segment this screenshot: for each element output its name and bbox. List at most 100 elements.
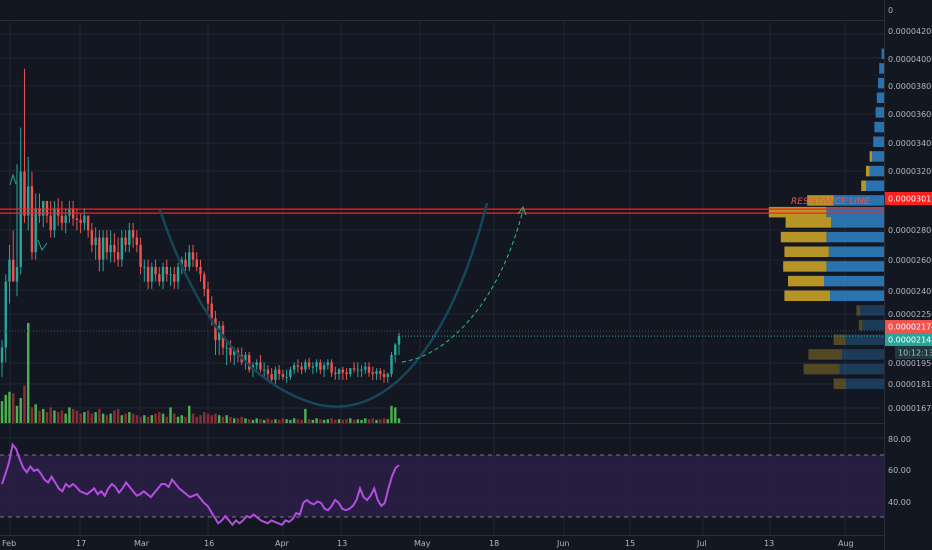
candle-body[interactable] — [139, 244, 142, 267]
candle-body[interactable] — [307, 362, 311, 367]
candle-body[interactable] — [322, 365, 326, 370]
candle-body[interactable] — [113, 244, 116, 253]
candle-body[interactable] — [98, 237, 101, 260]
candle-body[interactable] — [364, 366, 367, 370]
candle-body[interactable] — [349, 368, 352, 374]
candle-body[interactable] — [79, 220, 82, 223]
candle-body[interactable] — [83, 215, 86, 223]
candle-body[interactable] — [75, 218, 79, 220]
candle-body[interactable] — [8, 259, 11, 282]
candle-body[interactable] — [341, 369, 345, 373]
candle-body[interactable] — [109, 244, 112, 253]
candle-body[interactable] — [214, 318, 217, 341]
candle-body[interactable] — [225, 347, 228, 349]
candle-body[interactable] — [64, 215, 67, 223]
candle-body[interactable] — [296, 365, 300, 367]
candle-body[interactable] — [255, 362, 258, 366]
candle-body[interactable] — [49, 215, 52, 231]
candle-body[interactable] — [135, 237, 139, 245]
candle-body[interactable] — [131, 230, 135, 238]
candle-body[interactable] — [30, 186, 34, 253]
candle-body[interactable] — [4, 281, 7, 348]
time-axis[interactable]: Feb 17 Mar 16 Apr 13 May 18 Jun 15 Jul 1… — [0, 535, 884, 549]
candle-body[interactable] — [165, 266, 169, 275]
rsi-axis[interactable]: 80.00 60.00 40.00 — [888, 435, 911, 507]
candle-body[interactable] — [386, 374, 389, 377]
candle-body[interactable] — [244, 354, 247, 363]
candle-body[interactable] — [281, 374, 285, 377]
candle-body[interactable] — [330, 362, 333, 373]
candle-body[interactable] — [304, 362, 307, 370]
candle-body[interactable] — [86, 215, 90, 231]
candle-body[interactable] — [60, 215, 64, 223]
candle-body[interactable] — [334, 372, 337, 374]
candle-body[interactable] — [206, 288, 210, 304]
candle-body[interactable] — [169, 274, 172, 276]
candle-body[interactable] — [34, 208, 37, 253]
candle-body[interactable] — [247, 354, 251, 370]
candle-body[interactable] — [356, 369, 360, 371]
rsi-line[interactable] — [1, 442, 400, 527]
candle-body[interactable] — [382, 374, 386, 377]
candle-body[interactable] — [161, 266, 165, 282]
candle-body[interactable] — [154, 266, 157, 275]
candle-body[interactable] — [289, 369, 292, 377]
candle-body[interactable] — [195, 259, 198, 267]
candle-body[interactable] — [56, 208, 60, 216]
candle-body[interactable] — [337, 369, 341, 374]
candle-body[interactable] — [41, 200, 45, 216]
candle-body[interactable] — [38, 208, 41, 216]
candle-body[interactable] — [315, 362, 318, 367]
candle-body[interactable] — [143, 266, 146, 268]
candle-body[interactable] — [199, 266, 202, 275]
candle-body[interactable] — [319, 362, 322, 370]
candle-body[interactable] — [188, 252, 191, 267]
candle-body[interactable] — [124, 237, 127, 245]
candle-body[interactable] — [379, 371, 382, 374]
candle-body[interactable] — [326, 362, 330, 366]
candle-body[interactable] — [12, 259, 15, 282]
candle-body[interactable] — [367, 366, 371, 373]
candle-body[interactable] — [266, 369, 270, 374]
candle-body[interactable] — [53, 208, 56, 231]
candle-body[interactable] — [311, 366, 315, 368]
candle-body[interactable] — [259, 362, 262, 370]
candle-body[interactable] — [19, 171, 22, 267]
candle-body[interactable] — [176, 266, 180, 282]
candle-body[interactable] — [229, 347, 232, 355]
price-axis[interactable]: 0 0.00004200 0.00004000 0.00003800 0.000… — [884, 0, 932, 550]
candle-body[interactable] — [352, 368, 356, 370]
projection-arrow[interactable] — [401, 209, 524, 363]
candle-body[interactable] — [375, 371, 378, 374]
candle-body[interactable] — [158, 274, 161, 282]
candle-body[interactable] — [371, 372, 375, 374]
candle-body[interactable] — [210, 303, 213, 319]
candle-body[interactable] — [203, 274, 206, 289]
candle-body[interactable] — [68, 208, 71, 216]
candle-body[interactable] — [191, 252, 195, 260]
candle-body[interactable] — [345, 372, 348, 374]
candle-body[interactable] — [116, 252, 120, 260]
candle-body[interactable] — [128, 230, 131, 245]
candle-body[interactable] — [360, 369, 363, 371]
candle-body[interactable] — [120, 237, 124, 260]
candle-body[interactable] — [270, 374, 273, 380]
candle-body[interactable] — [277, 369, 281, 374]
candle-body[interactable] — [184, 259, 187, 267]
candle-body[interactable] — [292, 365, 296, 370]
candle-body[interactable] — [274, 369, 277, 380]
candle-body[interactable] — [26, 186, 30, 216]
candle-body[interactable] — [397, 335, 401, 345]
candle-body[interactable] — [45, 200, 49, 216]
candle-body[interactable] — [232, 350, 236, 355]
candle-body[interactable] — [146, 266, 150, 282]
candle-body[interactable] — [105, 237, 109, 253]
candle-body[interactable] — [394, 344, 397, 355]
candle-body[interactable] — [173, 274, 176, 282]
candle-body[interactable] — [262, 369, 266, 371]
candle-body[interactable] — [23, 171, 26, 216]
candle-body[interactable] — [94, 237, 97, 245]
candle-body[interactable] — [0, 347, 4, 363]
candle-body[interactable] — [390, 354, 393, 374]
candle-body[interactable] — [90, 230, 94, 245]
